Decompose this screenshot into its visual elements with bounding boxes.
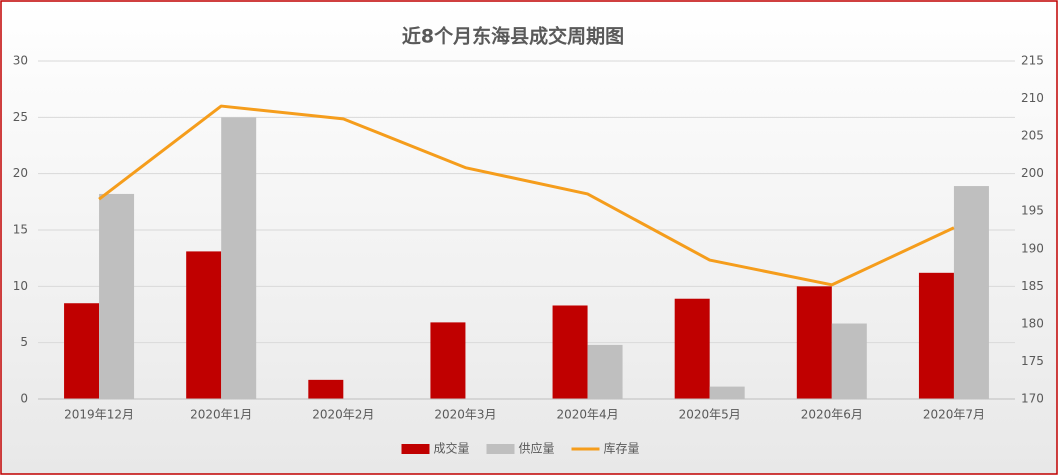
- legend-label: 供应量: [519, 441, 555, 456]
- y2-tick-label: 200: [1021, 166, 1044, 180]
- bar: [796, 286, 832, 399]
- chart-title: 近8个月东海县成交周期图: [402, 25, 624, 48]
- legend-label: 库存量: [604, 441, 640, 456]
- x-tick-label: 2020年6月: [801, 408, 863, 422]
- y2-tick-label: 215: [1021, 54, 1044, 68]
- bar: [674, 298, 710, 399]
- y-tick-label: 25: [13, 110, 28, 124]
- bar: [918, 272, 954, 399]
- y2-tick-label: 210: [1021, 91, 1044, 105]
- legend-swatch: [486, 444, 515, 454]
- bar: [709, 386, 745, 399]
- bar: [430, 322, 466, 399]
- bar: [308, 379, 344, 399]
- y2-tick-label: 190: [1021, 241, 1044, 255]
- x-tick-label: 2020年3月: [434, 408, 496, 422]
- bar: [221, 117, 257, 399]
- bar: [552, 305, 588, 399]
- bar: [587, 344, 623, 399]
- bar: [953, 186, 989, 399]
- line-series: [98, 104, 955, 287]
- y2-tick-label: 205: [1021, 129, 1044, 143]
- y-tick-label: 20: [13, 166, 28, 180]
- legend-swatch: [401, 444, 430, 454]
- x-tick-label: 2020年5月: [679, 408, 741, 422]
- legend-label: 成交量: [434, 441, 470, 456]
- x-tick-label: 2020年4月: [556, 408, 618, 422]
- y2-tick-label: 195: [1021, 204, 1044, 218]
- y-tick-label: 15: [13, 223, 28, 237]
- x-tick-label: 2020年7月: [923, 408, 985, 422]
- x-tick-label: 2020年2月: [312, 408, 374, 422]
- x-tick-label: 2020年1月: [190, 408, 252, 422]
- y-tick-label: 10: [13, 279, 28, 293]
- y2-tick-label: 175: [1021, 354, 1044, 368]
- y2-tick-label: 170: [1021, 392, 1044, 406]
- bar: [64, 303, 100, 399]
- bar: [186, 251, 222, 399]
- y-tick-label: 30: [13, 54, 28, 68]
- y-tick-label: 0: [20, 392, 28, 406]
- y2-tick-label: 180: [1021, 316, 1044, 330]
- y-tick-label: 5: [20, 335, 28, 349]
- bar: [99, 193, 135, 399]
- bar: [831, 323, 867, 399]
- y2-tick-label: 185: [1021, 279, 1044, 293]
- x-tick-label: 2019年12月: [64, 408, 134, 422]
